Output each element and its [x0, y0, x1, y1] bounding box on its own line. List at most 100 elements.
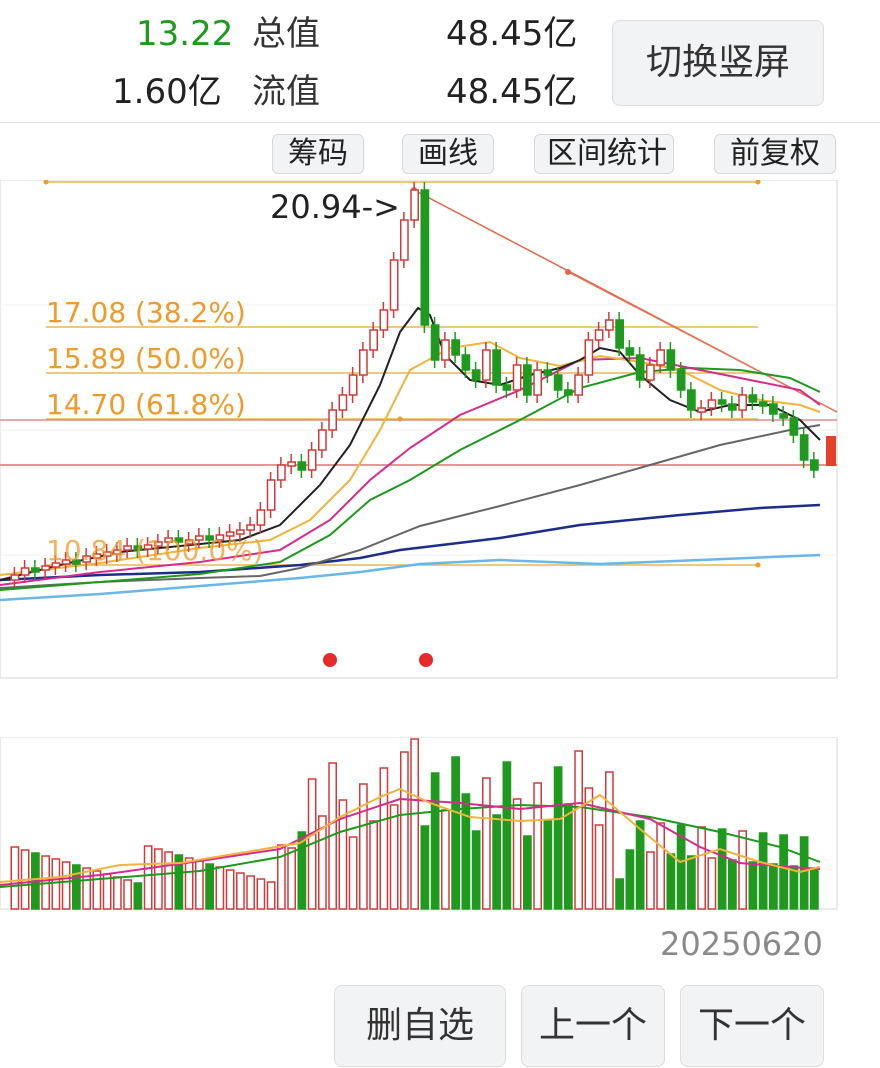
volume-bar: [635, 820, 645, 910]
float-value-label: 流值: [252, 72, 320, 112]
volume-bar: [523, 835, 532, 910]
volume-bar: [666, 853, 676, 910]
candle: [420, 189, 430, 326]
previous-button[interactable]: 上一个: [521, 985, 665, 1067]
volume-bar: [82, 867, 91, 910]
candle: [123, 545, 132, 551]
volume-bar: [758, 832, 768, 910]
header-divider: [0, 122, 880, 123]
volume-bar: [676, 824, 686, 910]
candle: [533, 369, 542, 396]
volume-bar: [738, 830, 747, 910]
candle: [164, 537, 173, 543]
candle: [594, 329, 604, 341]
chips-button[interactable]: 筹码: [272, 134, 364, 174]
vol-ma-long: [0, 803, 821, 888]
candle: [297, 461, 307, 471]
candle: [615, 319, 624, 349]
candle: [143, 544, 153, 550]
candle: [799, 434, 809, 461]
candle: [20, 567, 30, 576]
volume-bar: [461, 793, 471, 910]
candle: [738, 394, 747, 411]
total-value-label: 总值: [252, 14, 320, 54]
volume-bar: [441, 809, 450, 910]
switch-portrait-button[interactable]: 切换竖屏: [612, 20, 824, 106]
candle: [728, 403, 737, 411]
candle: [584, 339, 594, 376]
trading-volume: 1.60亿: [112, 72, 222, 112]
ma120-line: [0, 503, 821, 582]
volume-bar: [61, 861, 71, 910]
ma60-line: [0, 424, 821, 589]
candle: [553, 374, 563, 391]
volume-bar: [748, 861, 758, 910]
volume-bar: [410, 738, 419, 910]
volume-bar: [717, 828, 727, 910]
volume-bar: [297, 831, 307, 910]
volume-bar: [810, 867, 819, 910]
candle: [174, 537, 184, 543]
volume-bar: [10, 846, 20, 910]
range-stats-button[interactable]: 区间统计: [534, 134, 674, 174]
candle: [215, 534, 225, 541]
volume-bar: [687, 855, 696, 910]
forward-adjust-button[interactable]: 前复权: [714, 134, 836, 174]
volume-bar: [246, 875, 255, 910]
candle: [492, 349, 501, 386]
candle: [461, 354, 471, 371]
vol-ma-short: [0, 787, 821, 883]
volume-bar: [123, 879, 132, 910]
volume-bar: [369, 820, 378, 910]
volume-bar: [215, 866, 225, 910]
candles-group: [10, 182, 836, 588]
candle: [430, 324, 440, 361]
volume-bar: [154, 848, 163, 910]
candle: [400, 219, 409, 261]
kline-chart[interactable]: 20.94-> 17.08 (38.2%) 15.89 (50.0%) 14.7…: [0, 180, 840, 680]
volume-bar: [492, 814, 501, 910]
volume-bar: [512, 798, 522, 910]
candle: [359, 349, 368, 376]
candle: [758, 401, 768, 407]
next-button[interactable]: 下一个: [680, 985, 824, 1067]
volume-bar: [779, 834, 788, 910]
volume-bar: [656, 822, 665, 910]
candle: [748, 394, 758, 403]
volume-bar: [502, 761, 512, 910]
candle: [133, 545, 143, 551]
kline-frame: [0, 180, 838, 679]
volume-bar: [359, 783, 368, 910]
vol-ma-mid: [0, 797, 821, 886]
volume-bar: [769, 863, 778, 910]
volume-bar: [707, 857, 717, 910]
volume-bar: [72, 864, 81, 910]
candle: [369, 329, 378, 351]
volume-bar: [543, 819, 553, 910]
candle: [656, 349, 665, 366]
candle: [348, 374, 358, 396]
remove-watchlist-button[interactable]: 删自选: [334, 985, 506, 1067]
signal-dot: [323, 653, 337, 667]
candle: [328, 409, 337, 431]
candle: [246, 524, 255, 531]
volume-bar: [225, 869, 235, 910]
current-price: 13.22: [136, 14, 234, 54]
candle: [318, 429, 327, 451]
candle: [92, 553, 102, 559]
latest-candle: [826, 436, 836, 466]
volume-bar: [379, 767, 389, 910]
volume-bar: [482, 777, 491, 910]
volume-chart[interactable]: [0, 737, 840, 911]
candle: [451, 339, 460, 356]
fib-label-500: 15.89 (50.0%): [46, 342, 246, 375]
candle: [61, 559, 71, 565]
volume-bar: [615, 878, 624, 910]
draw-line-button[interactable]: 画线: [402, 134, 494, 174]
volume-bar: [389, 804, 399, 910]
candle: [256, 509, 266, 526]
candle: [113, 549, 122, 555]
volume-bar: [564, 803, 573, 910]
ma250-line: [0, 553, 821, 602]
candle: [410, 189, 419, 221]
